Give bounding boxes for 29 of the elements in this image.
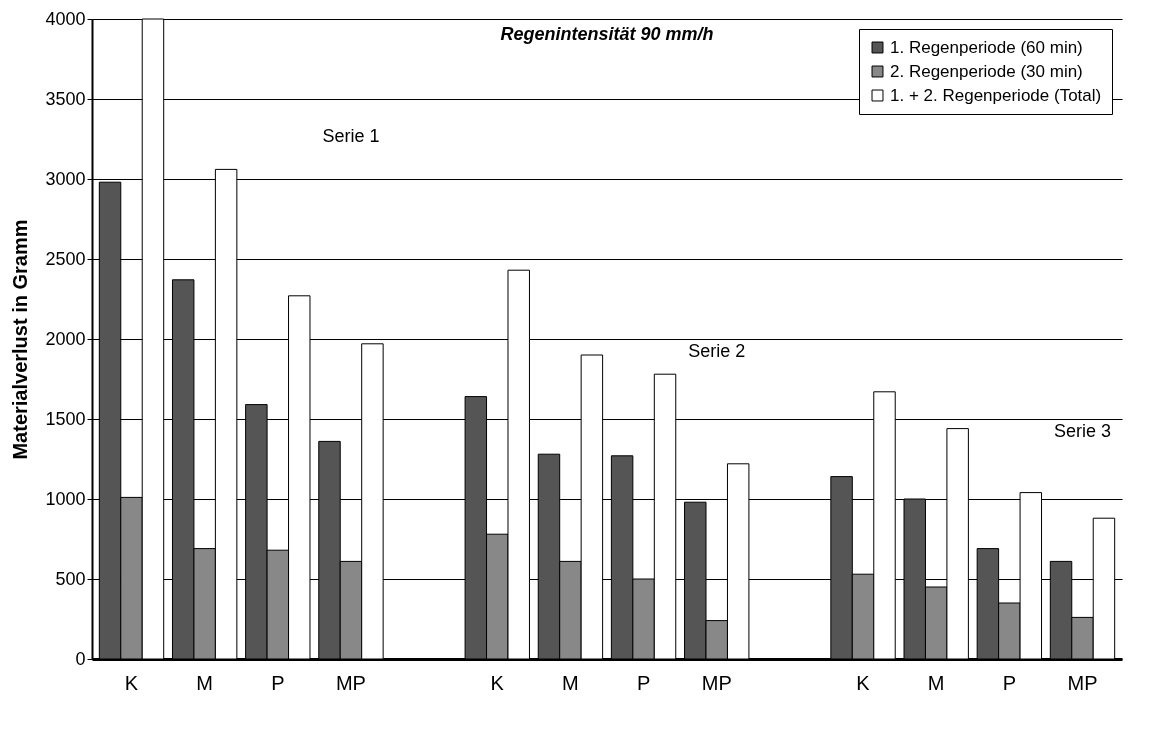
y-tick-label: 2000 [45,328,86,349]
x-tick-label: M [562,671,579,694]
y-axis-title: Materialverlust in Gramm [9,219,32,460]
annotation: Serie 3 [1053,420,1112,441]
annotation: Serie 2 [688,340,746,361]
x-tick-label: P [1002,671,1017,694]
x-tick-label: P [636,671,651,694]
y-tick-label: 4000 [45,8,86,29]
annotation: Serie 1 [322,126,380,147]
x-tick-label: MP [335,671,366,694]
x-tick-label: K [856,671,871,694]
x-tick-label: MP [701,671,732,694]
x-tick-label: K [490,671,505,694]
legend-label: 1. Regenperiode (60 min) [890,37,1083,57]
x-tick-label: P [271,671,285,694]
y-tick-label: 3000 [45,168,86,189]
legend-label: 1. + 2. Regenperiode (Total) [890,85,1102,105]
y-tick-label: 1000 [45,488,86,509]
y-tick-label: 500 [55,568,86,589]
y-tick-label: 0 [75,648,86,669]
x-tick-label: K [124,671,139,694]
y-tick-label: 2500 [45,248,86,269]
y-tick-label: 1500 [45,408,86,429]
x-tick-label: MP [1067,671,1098,694]
chart-title: Regenintensität 90 mm/h [500,24,714,44]
x-tick-label: M [196,671,213,694]
y-tick-label: 3500 [45,88,86,109]
legend-label: 2. Regenperiode (30 min) [890,61,1083,81]
x-tick-label: M [927,671,945,694]
